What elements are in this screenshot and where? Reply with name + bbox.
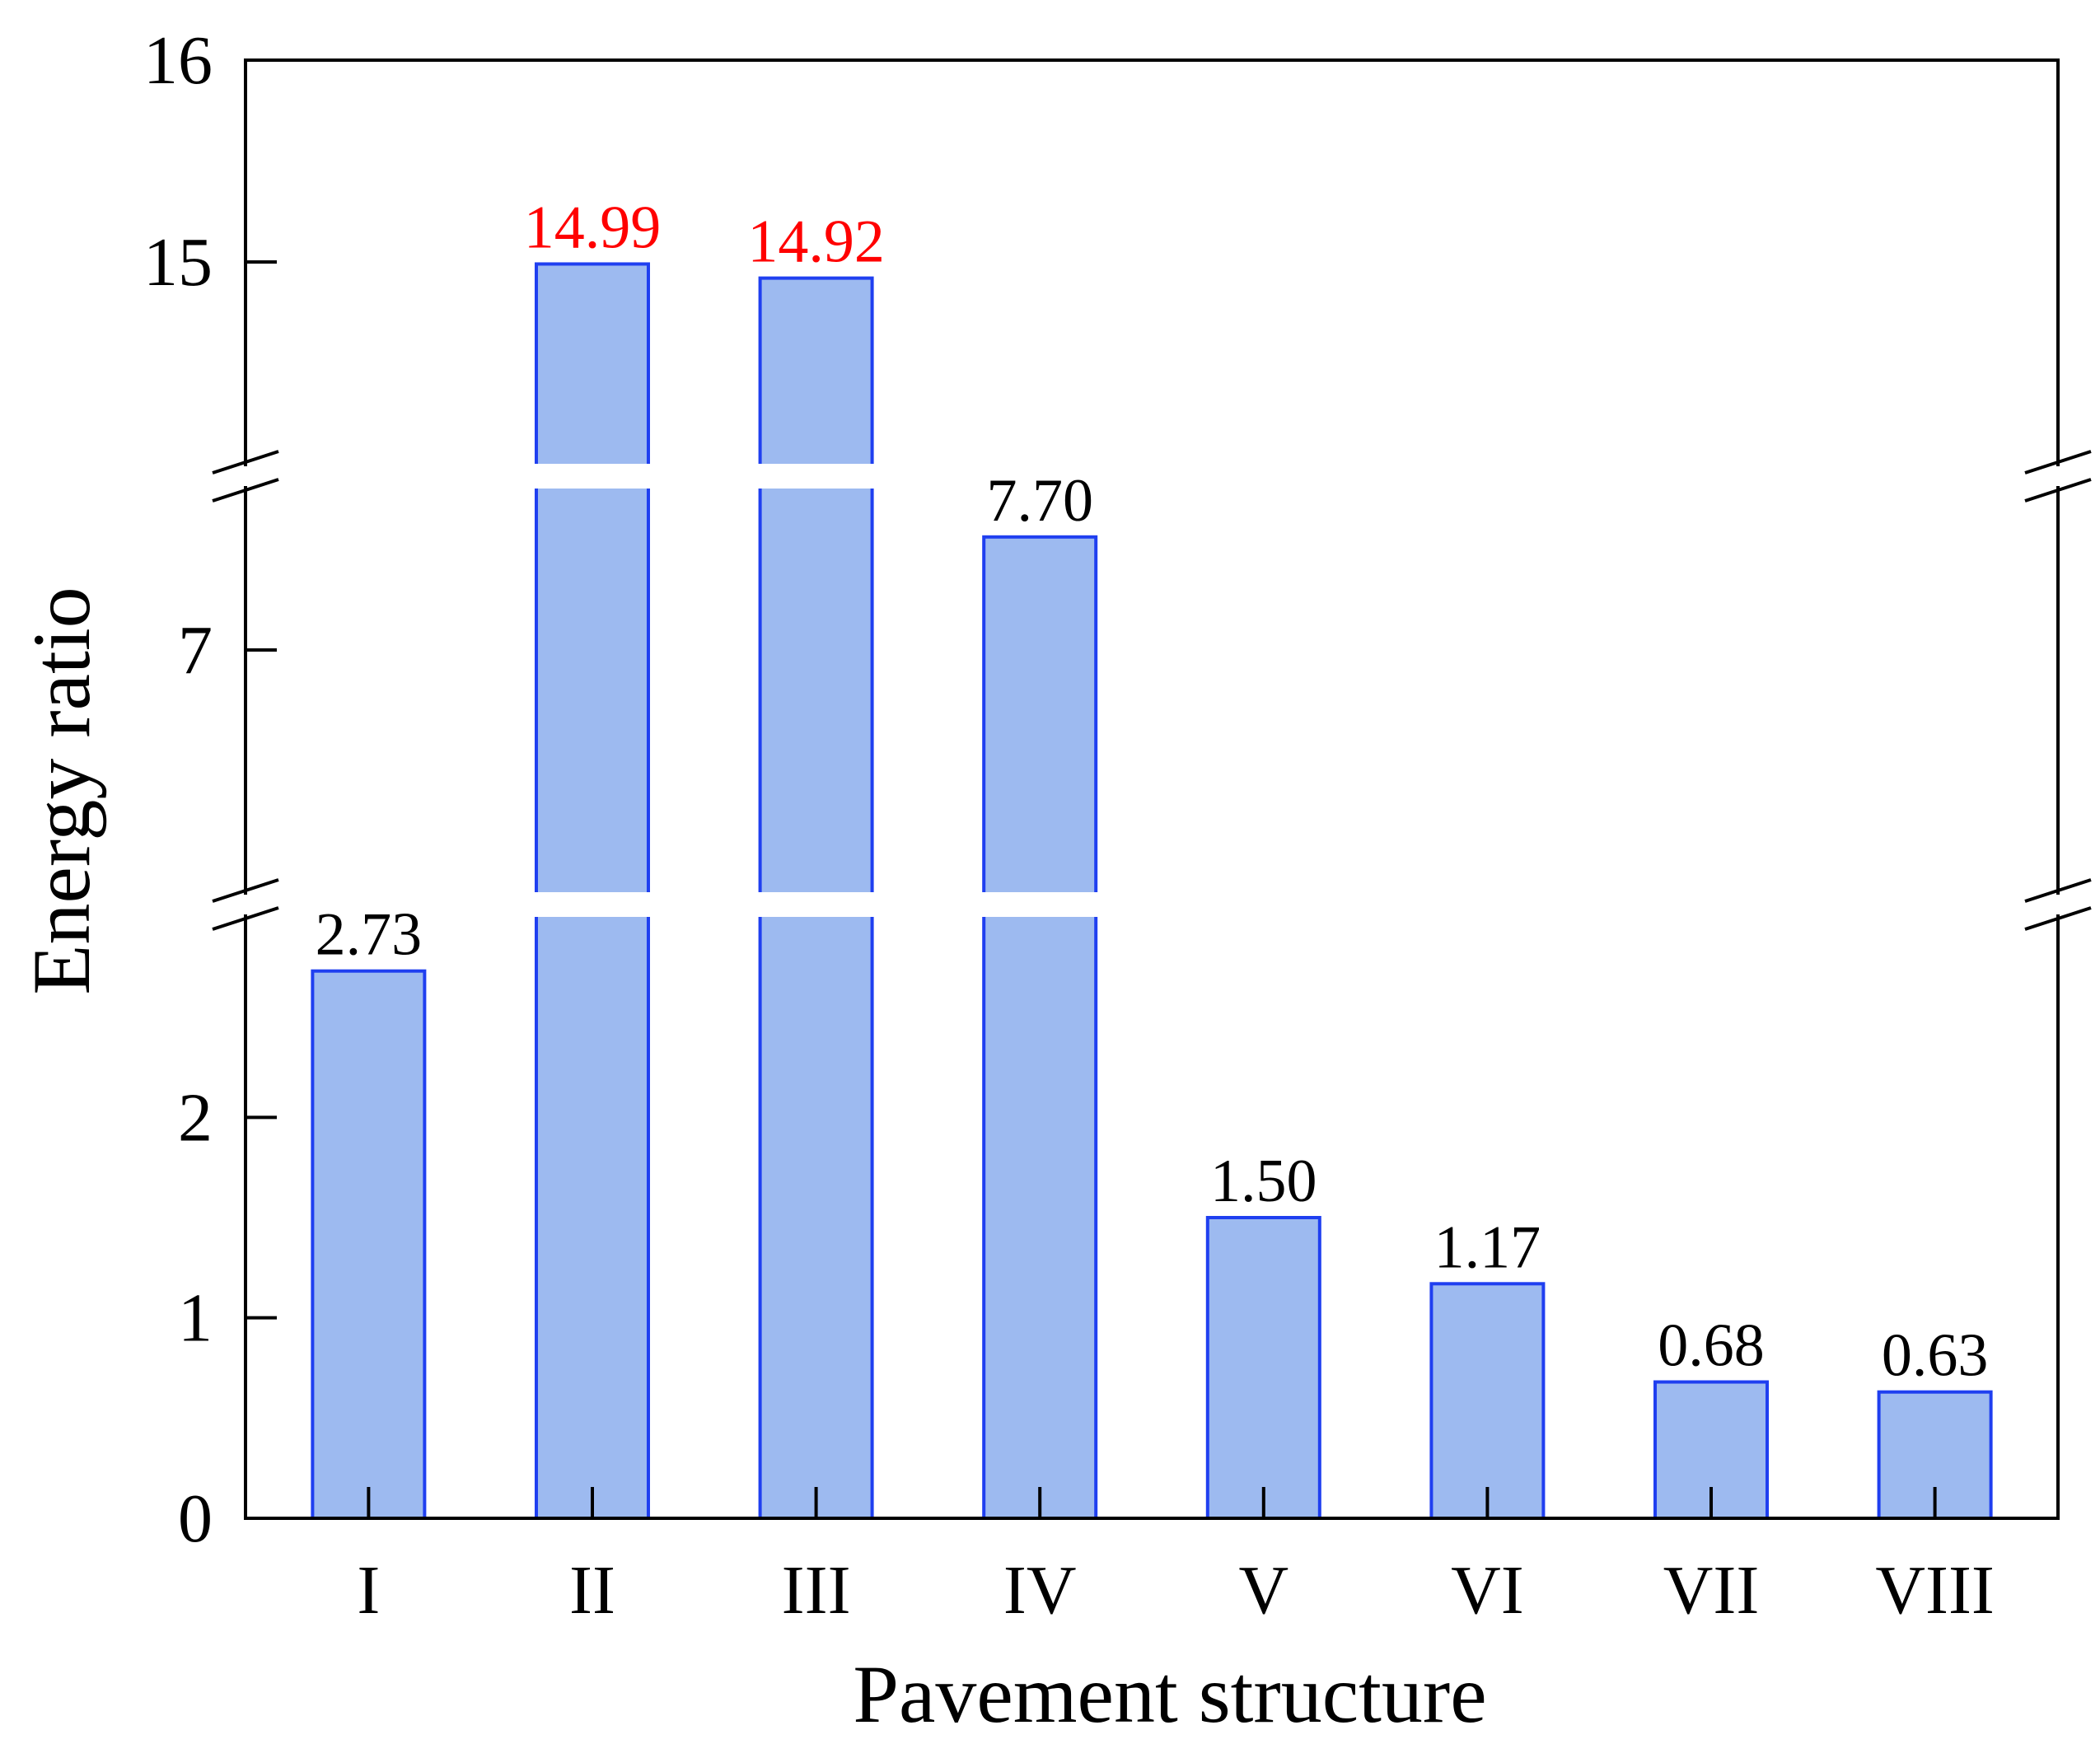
plot-frame [244,58,2060,1520]
data-label: 14.92 [747,208,885,276]
axis-break-mark-1-0-0 [212,450,279,475]
bar-VI [1429,1282,1546,1521]
data-label: 0.63 [1882,1322,1989,1390]
axis-break-gap-0-0 [241,895,250,914]
axis-break-gap-1-1 [2053,466,2063,486]
labels-layer: I 2.73 II 14.99 III 14.92 IV 7.70 V 1.50 VI 1.17 VII… [143,22,1995,1629]
y-tick-label: 16 [143,22,213,99]
bar-II [534,262,650,1521]
bar-V [1205,1216,1321,1520]
y-tick-label: 1 [178,1280,213,1357]
x-tick-label: I [357,1552,380,1629]
bar-break-gap-III-0 [756,892,876,917]
bar-break-gap-III-1 [756,464,876,489]
data-label: 1.50 [1210,1148,1317,1215]
x-tick-label: VII [1663,1552,1760,1629]
y-tick-label: 7 [178,612,213,689]
ticks-layer [212,58,2092,1520]
axis-break-mark-1-0-1 [212,478,279,503]
y-tick-label: 15 [143,224,213,301]
axis-break-gap-0-1 [2053,895,2063,914]
data-label: 2.73 [316,901,423,969]
data-label: 1.17 [1434,1213,1541,1281]
y-axis-title: Energy ratio [16,587,107,994]
bar-break-gap-II-1 [532,464,652,489]
bar-break-gap-II-0 [532,892,652,917]
axis-break-mark-0-0-0 [212,878,279,903]
data-label: 7.70 [986,467,1093,535]
x-tick-label: IV [1003,1552,1077,1629]
axis-break-gap-1-0 [241,466,250,486]
bar-IV [982,535,1098,1520]
bar-I [311,969,427,1520]
axis-break-gaps [532,464,1100,917]
y-tick-label: 0 [178,1480,213,1557]
axis-break-mark-0-1-1 [2024,906,2092,931]
bar-break-gap-IV-0 [980,892,1100,917]
y-tick-label: 2 [178,1079,213,1156]
axis-break-mark-0-0-1 [212,906,279,931]
data-label: 0.68 [1658,1312,1765,1380]
axis-break-mark-0-1-0 [2024,878,2092,903]
axis-break-mark-1-1-1 [2024,478,2092,503]
x-tick-label: V [1238,1552,1289,1629]
x-tick-label: III [782,1552,851,1629]
data-label: 14.99 [524,194,662,261]
x-axis-title: Pavement structure [853,1648,1486,1740]
axis-break-mark-1-1-0 [2024,450,2092,475]
x-tick-label: VI [1451,1552,1524,1629]
x-tick-label: VIII [1875,1552,1995,1629]
x-tick-label: II [569,1552,615,1629]
